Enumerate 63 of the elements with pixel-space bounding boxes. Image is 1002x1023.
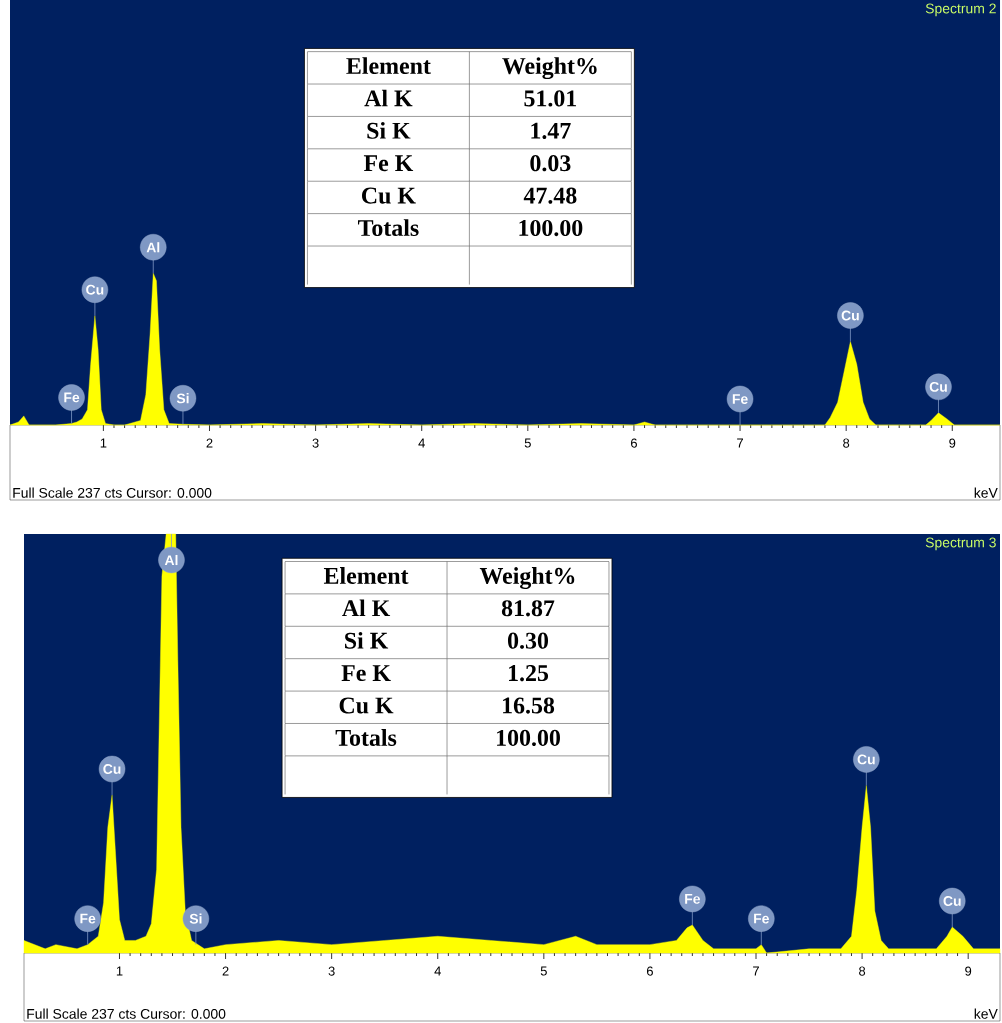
x-axis-title: keV (974, 1008, 998, 1019)
annotation: Fe (64, 392, 80, 403)
text: Fe K (363, 155, 414, 172)
annotation: Cu (857, 754, 875, 765)
text: Full Scale 237 cts Cursor: 0.000 (27, 1008, 226, 1019)
x-tick-label: 1 (100, 438, 107, 448)
annotation: Fe K (341, 665, 391, 682)
x-tick-label: 3 (328, 966, 335, 976)
annotation: Cu K (339, 697, 394, 714)
annotation: Fe (80, 913, 96, 924)
annotation: 81.87 (501, 600, 555, 617)
annotation: Al K (342, 599, 391, 617)
x-tick-label: 7 (753, 966, 759, 976)
x-tick-label: 6 (646, 966, 653, 976)
text: Cu K (362, 187, 416, 204)
text: 100.00 (519, 219, 583, 237)
annotation: Cu (103, 764, 121, 774)
annotation: Fe (732, 394, 748, 404)
annotation: Si (176, 393, 189, 404)
annotation: Cu (929, 381, 947, 392)
annotation: Al (146, 242, 160, 253)
x-tick-label: 4 (434, 966, 441, 976)
annotation: Fe (685, 894, 701, 904)
annotation: Weight% (479, 567, 575, 589)
annotation: 16.58 (503, 697, 555, 714)
x-tick-label: 6 (630, 438, 637, 448)
annotation: 0.30 (507, 632, 549, 649)
text: Si K (367, 122, 411, 139)
chart-title: Spectrum 2 (925, 3, 996, 17)
text: 0.03 (530, 155, 571, 172)
text: Al K (364, 89, 413, 107)
annotation: Cu (943, 896, 961, 906)
x-tick-label: 7 (737, 438, 743, 448)
x-tick-label: 5 (540, 966, 547, 976)
x-axis-title: keV (974, 487, 998, 498)
x-tick-label: 3 (312, 438, 319, 448)
annotation: Si (189, 913, 202, 924)
text: Full Scale 237 cts Cursor: 0.000 (13, 487, 212, 498)
x-tick-label: 8 (843, 438, 850, 448)
annotation: Fe (754, 913, 769, 924)
x-tick-label: 9 (965, 966, 972, 976)
x-tick-label: 2 (222, 966, 229, 976)
annotation: 100.00 (497, 729, 560, 747)
text: Weight% (502, 57, 597, 80)
text: Totals (358, 219, 419, 237)
annotation: 1.25 (509, 665, 549, 682)
x-tick-label: 2 (206, 438, 213, 448)
annotation: Totals (335, 729, 397, 746)
x-tick-label: 1 (116, 966, 123, 976)
x-tick-label: 5 (524, 438, 531, 448)
text: Element (346, 57, 431, 75)
x-tick-label: 8 (859, 966, 866, 976)
annotation: Al (164, 554, 178, 566)
chart-title: Spectrum 3 (925, 537, 996, 551)
text: 51.01 (524, 90, 577, 107)
x-tick-label: 4 (418, 438, 425, 448)
annotation: Cu (86, 284, 104, 295)
x-tick-label: 9 (949, 438, 956, 448)
text: 47.48 (523, 187, 577, 204)
annotation: Element (323, 567, 409, 584)
annotation: Si K (345, 631, 389, 649)
text: 1.47 (531, 122, 571, 139)
annotation: Cu (841, 310, 859, 321)
